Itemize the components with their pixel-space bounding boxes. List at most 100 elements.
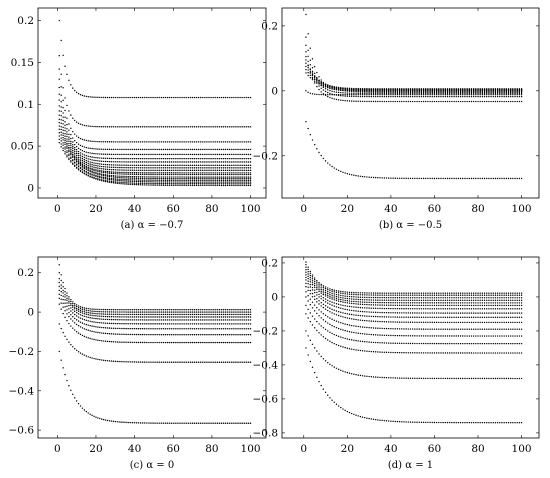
data-point (128, 311, 130, 313)
data-point (313, 77, 316, 79)
data-point (180, 311, 182, 313)
data-point (226, 169, 229, 172)
data-point (418, 88, 420, 90)
data-point (216, 422, 219, 424)
data-point (91, 164, 93, 166)
data-point (518, 100, 521, 103)
data-point (168, 176, 171, 178)
data-point (186, 313, 188, 316)
data-point (91, 174, 93, 176)
data-point (75, 167, 78, 169)
data-point (459, 89, 462, 92)
data-point (153, 316, 155, 318)
data-point (77, 156, 80, 159)
data-point (145, 341, 147, 344)
data-point (364, 176, 366, 178)
data-point (72, 306, 74, 308)
data-point (201, 153, 203, 156)
data-point (81, 310, 84, 312)
data-point (133, 319, 136, 321)
data-point (207, 176, 209, 178)
data-point (220, 311, 223, 313)
data-point (216, 172, 219, 174)
data-point (431, 302, 433, 304)
data-point (68, 315, 70, 318)
data-point (216, 164, 219, 167)
data-point (405, 299, 407, 302)
data-point (106, 419, 109, 422)
data-point (137, 161, 140, 163)
data-point (364, 292, 366, 294)
data-point (333, 297, 335, 299)
data-point (193, 172, 196, 174)
data-point (147, 361, 149, 363)
data-point (120, 327, 122, 330)
data-point (186, 183, 188, 185)
data-point (459, 292, 462, 294)
data-point (130, 169, 132, 171)
data-point (66, 128, 68, 130)
data-point (116, 171, 118, 173)
data-point (160, 313, 163, 316)
data-point (62, 302, 64, 304)
data-point (160, 361, 163, 363)
data-point (464, 95, 466, 98)
data-point (403, 302, 405, 304)
data-point (245, 179, 248, 182)
data-point (131, 126, 134, 128)
data-point (440, 308, 442, 310)
data-point (316, 291, 318, 294)
data-point (118, 421, 120, 423)
data-point (249, 169, 252, 172)
data-point (512, 89, 514, 92)
data-point (201, 126, 203, 128)
data-point (462, 292, 464, 294)
data-point (205, 311, 207, 313)
data-point (507, 292, 510, 294)
data-point (337, 296, 340, 298)
data-point (514, 95, 516, 98)
x-tick-label: 80 (205, 203, 218, 215)
data-point (405, 94, 407, 96)
data-point (324, 160, 327, 162)
data-point (230, 172, 232, 174)
data-point (87, 140, 89, 142)
data-point (379, 307, 381, 310)
data-point (509, 304, 512, 307)
data-point (170, 341, 173, 344)
data-point (444, 100, 447, 103)
data-point (184, 96, 186, 99)
data-point (244, 178, 246, 180)
data-point (130, 153, 132, 156)
data-point (238, 178, 240, 180)
data-point (172, 316, 174, 318)
data-point (422, 304, 425, 307)
data-point (216, 316, 219, 318)
data-point (211, 311, 213, 313)
data-point (220, 173, 223, 176)
data-point (318, 83, 320, 85)
data-point (110, 180, 113, 183)
data-point (126, 180, 128, 182)
data-point (470, 304, 473, 307)
data-point (249, 181, 252, 183)
data-point (130, 96, 132, 99)
data-point (224, 164, 227, 167)
data-point (174, 184, 176, 187)
data-point (501, 177, 503, 180)
data-point (409, 299, 412, 302)
data-point (120, 166, 122, 169)
data-point (205, 341, 207, 344)
data-point (236, 319, 238, 321)
data-point (64, 296, 66, 298)
data-point (350, 100, 353, 102)
data-point (68, 158, 70, 161)
data-point (133, 182, 136, 184)
data-point (242, 96, 244, 99)
data-point (418, 92, 420, 95)
data-point (216, 173, 219, 176)
data-point (401, 92, 403, 95)
data-point (207, 157, 209, 160)
data-point (245, 173, 248, 176)
data-point (322, 285, 325, 287)
